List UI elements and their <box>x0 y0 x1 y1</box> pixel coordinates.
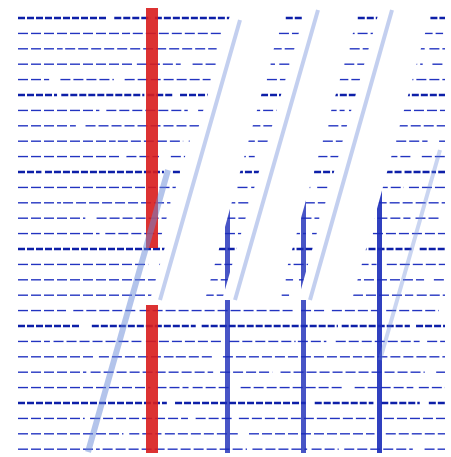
red-band <box>146 305 158 453</box>
blue-band <box>377 165 382 453</box>
streak-image <box>0 0 451 457</box>
page: {} (() => { const svg = document.getElem… <box>0 0 451 457</box>
